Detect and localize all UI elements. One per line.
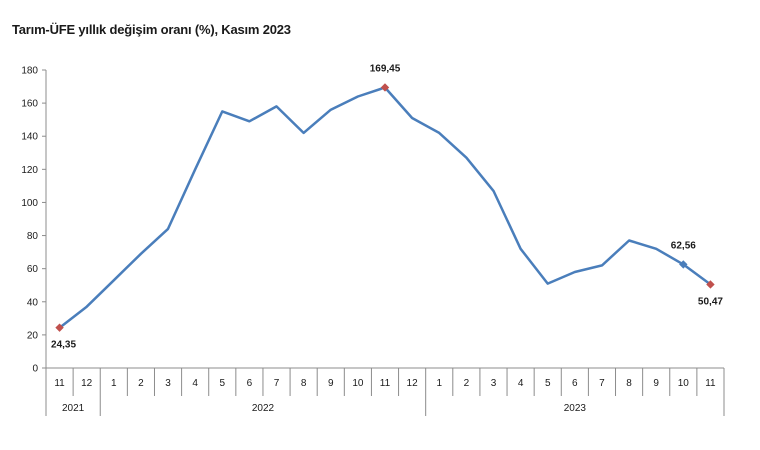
y-tick-label: 100: [21, 198, 38, 209]
y-tick-label: 120: [21, 165, 38, 176]
x-tick-label: 11: [380, 378, 391, 389]
x-tick-label: 9: [653, 378, 659, 389]
x-tick-label: 9: [328, 378, 334, 389]
y-tick-label: 180: [21, 66, 38, 77]
x-tick-label: 2: [138, 378, 144, 389]
data-label: 50,47: [698, 296, 723, 307]
x-tick-label: 11: [54, 378, 65, 389]
x-tick-label: 3: [491, 378, 497, 389]
x-tick-label: 1: [436, 378, 442, 389]
y-tick-label: 40: [27, 297, 39, 308]
x-tick-label: 12: [81, 378, 93, 389]
x-tick-label: 11: [705, 378, 716, 389]
data-label: 62,56: [671, 240, 696, 251]
data-label: 24,35: [51, 340, 76, 351]
data-label: 169,45: [370, 63, 401, 74]
chart-title: Tarım-ÜFE yıllık değişim oranı (%), Kası…: [12, 22, 291, 37]
data-point-marker: [706, 280, 715, 289]
x-tick-label: 5: [219, 378, 225, 389]
y-tick-label: 0: [32, 364, 38, 375]
y-tick-label: 60: [27, 264, 39, 275]
x-tick-label: 12: [407, 378, 419, 389]
x-tick-label: 3: [165, 378, 171, 389]
x-tick-label: 10: [352, 378, 364, 389]
data-point-marker: [380, 83, 390, 92]
x-tick-label: 8: [301, 378, 307, 389]
data-point-marker: [679, 260, 688, 269]
x-tick-label: 1: [111, 378, 117, 389]
x-tick-label: 6: [572, 378, 578, 389]
y-tick-label: 140: [21, 132, 38, 143]
year-label: 2022: [252, 403, 275, 414]
series-line: [58, 86, 712, 329]
x-tick-label: 10: [678, 378, 690, 389]
x-tick-label: 6: [247, 378, 253, 389]
x-tick-label: 2: [464, 378, 470, 389]
y-tick-label: 20: [27, 330, 39, 341]
year-label: 2021: [62, 403, 85, 414]
x-tick-label: 4: [192, 378, 198, 389]
y-tick-label: 160: [21, 99, 38, 110]
x-tick-label: 4: [518, 378, 524, 389]
data-point-marker: [55, 323, 64, 332]
y-tick-label: 80: [27, 231, 39, 242]
year-label: 2023: [564, 403, 587, 414]
x-tick-label: 7: [599, 378, 605, 389]
x-tick-label: 7: [274, 378, 280, 389]
x-tick-label: 5: [545, 378, 551, 389]
x-tick-label: 8: [626, 378, 632, 389]
